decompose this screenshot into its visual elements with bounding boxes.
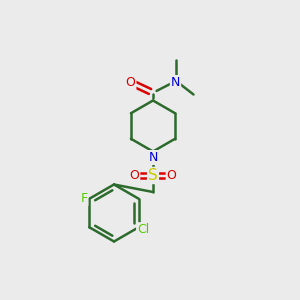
Text: O: O [167, 169, 176, 182]
Text: N: N [148, 151, 158, 164]
Text: O: O [130, 169, 139, 182]
Text: F: F [80, 192, 88, 205]
Text: O: O [126, 76, 135, 89]
Text: S: S [148, 168, 158, 183]
Text: N: N [171, 76, 180, 89]
Text: Cl: Cl [137, 223, 149, 236]
